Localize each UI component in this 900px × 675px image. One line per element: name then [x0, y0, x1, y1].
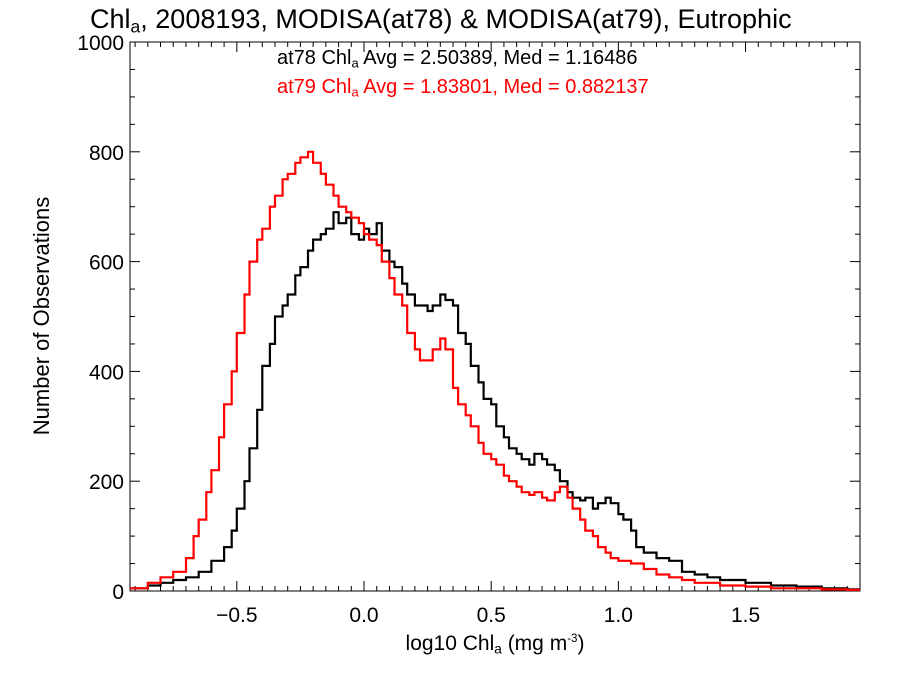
at78-stats-label: at78 Chla Avg = 2.50389, Med = 1.16486	[277, 47, 638, 71]
y-axis-label: Number of Observations	[29, 196, 54, 436]
y-tick-label: 0	[112, 581, 124, 604]
x-tick-label: 0.5	[477, 604, 506, 627]
at79-stats-label: at79 Chla Avg = 1.83801, Med = 0.882137	[277, 76, 649, 100]
x-axis-label: log10 Chla (mg m-3)	[405, 632, 585, 657]
y-tick-label: 1000	[77, 32, 124, 55]
x-tick-label: 0.0	[349, 604, 378, 627]
y-tick-label: 200	[89, 471, 124, 494]
at78-histogram-line	[130, 211, 860, 591]
y-tick-label: 400	[89, 361, 124, 384]
x-tick-label: 1.5	[731, 604, 760, 627]
x-tick-label: −0.5	[216, 604, 257, 627]
chart-title: Chla, 2008193, MODISA(at78) & MODISA(at7…	[90, 4, 792, 37]
x-tick-label: 1.0	[604, 604, 633, 627]
at79-histogram-line	[130, 150, 860, 591]
y-tick-label: 600	[89, 252, 124, 275]
y-tick-label: 800	[89, 142, 124, 165]
